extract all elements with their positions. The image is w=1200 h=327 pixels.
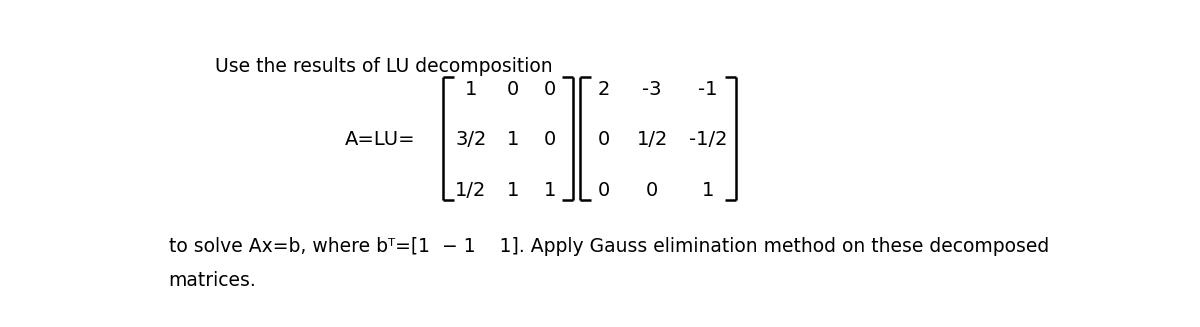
- Text: -3: -3: [642, 80, 662, 99]
- Text: 1: 1: [544, 181, 556, 200]
- Text: 0: 0: [646, 181, 659, 200]
- Text: 1: 1: [506, 130, 518, 149]
- Text: 3/2: 3/2: [455, 130, 486, 149]
- Text: -1: -1: [698, 80, 718, 99]
- Text: 0: 0: [598, 130, 610, 149]
- Text: 1/2: 1/2: [455, 181, 486, 200]
- Text: Use the results of LU decomposition: Use the results of LU decomposition: [215, 57, 553, 76]
- Text: 0: 0: [598, 181, 610, 200]
- Text: 0: 0: [506, 80, 518, 99]
- Text: 2: 2: [598, 80, 610, 99]
- Text: to solve Ax=b, where bᵀ=[1  − 1    1]. Apply Gauss elimination method on these d: to solve Ax=b, where bᵀ=[1 − 1 1]. Apply…: [168, 237, 1049, 256]
- Text: matrices.: matrices.: [168, 271, 257, 290]
- Text: 1: 1: [506, 181, 518, 200]
- Text: 1/2: 1/2: [636, 130, 668, 149]
- Text: -1/2: -1/2: [689, 130, 727, 149]
- Text: 1: 1: [702, 181, 714, 200]
- Text: 1: 1: [464, 80, 478, 99]
- Text: 0: 0: [544, 80, 556, 99]
- Text: 0: 0: [544, 130, 556, 149]
- Text: A=LU=: A=LU=: [344, 130, 415, 149]
